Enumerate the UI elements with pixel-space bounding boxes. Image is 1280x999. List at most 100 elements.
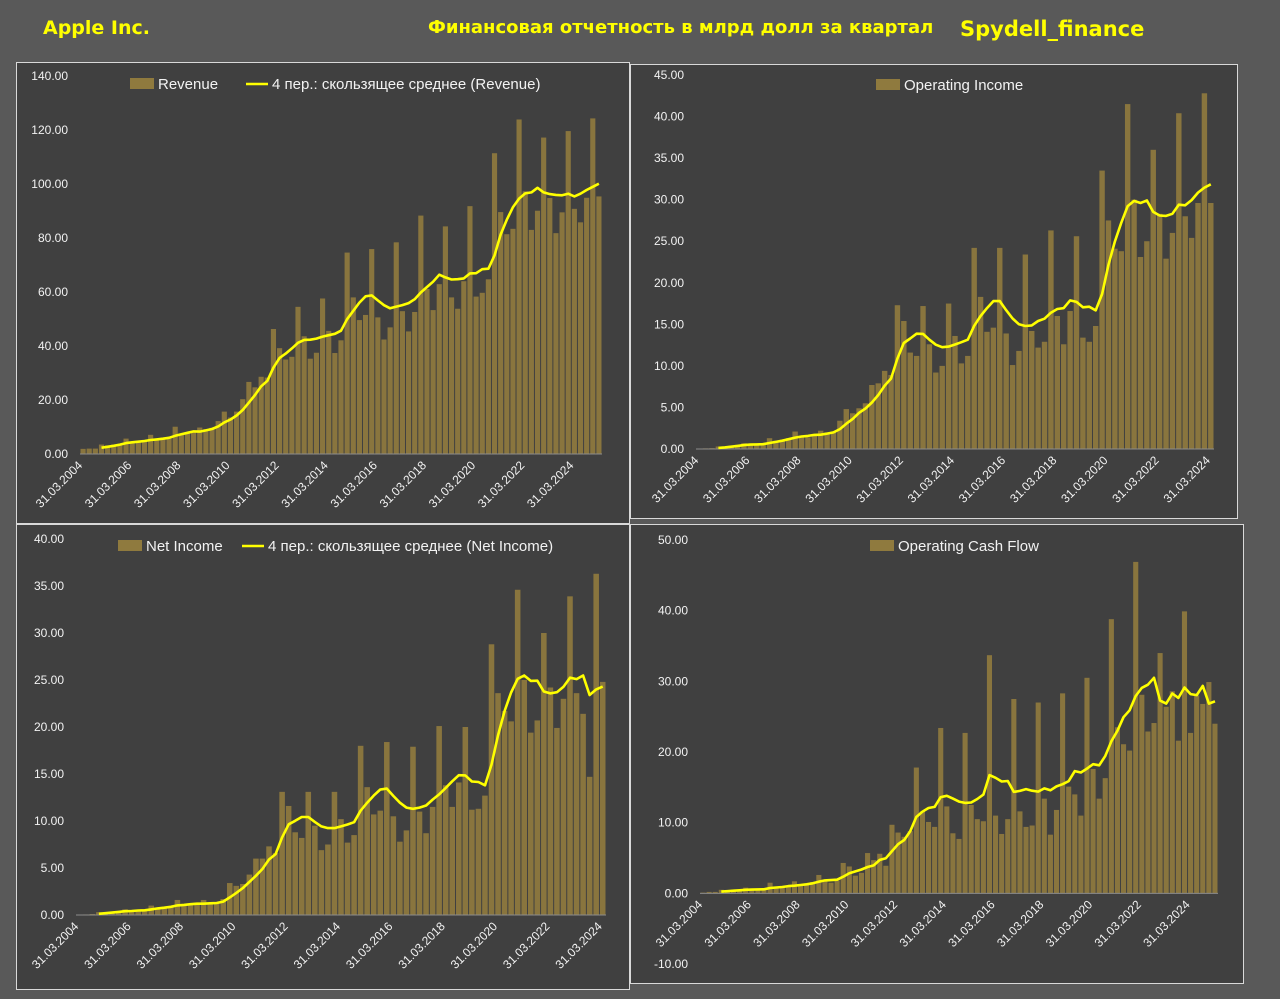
bar [560,698,567,915]
bar [161,907,168,915]
x-tick-label: 31.03.2012 [854,453,907,506]
y-tick-label: 10.00 [658,816,688,830]
bar [166,437,172,454]
bar [1092,325,1099,449]
report-title: Финансовая отчетность в млрд долл за ква… [428,17,934,38]
x-tick-label: 31.03.2016 [343,919,396,972]
bar [181,905,187,915]
bar [1022,254,1029,449]
bar [246,874,253,915]
bar [798,885,804,894]
bar [141,441,148,454]
bar [312,825,318,915]
bar [1145,731,1151,894]
bar [1195,202,1201,449]
bar [1112,248,1118,449]
bar [369,249,375,454]
x-tick-label: 31.03.2014 [291,919,344,972]
x-tick-label: 31.03.2008 [750,897,803,950]
x-tick-label: 31.03.2018 [994,897,1047,950]
bar [448,297,455,454]
bar [984,331,990,449]
bar [508,721,514,915]
bar [818,430,824,449]
legend-bar-swatch [118,540,142,551]
bar [534,720,541,915]
bar [325,844,331,915]
bar [971,247,977,449]
revenue-chart-panel: 0.00 20.00 40.00 60.00 80.00 100.00 120.00 140.… [16,62,630,524]
bar [913,767,919,894]
bar [473,296,479,454]
bar [791,881,798,894]
author-handle: Spydell_finance [960,17,1145,41]
bar [213,903,220,915]
bar [990,327,997,449]
y-tick-label: 0.00 [661,442,685,456]
bar [939,365,945,449]
y-tick-label: 5.00 [41,861,65,875]
bar [283,359,289,454]
bar [1086,341,1092,449]
legend-label: Operating Income [904,77,1023,94]
bar [80,448,86,454]
bar [805,437,811,449]
bar [1072,794,1078,894]
bar [461,281,467,454]
bar [1114,727,1120,894]
bar [135,442,141,454]
bar [387,327,393,454]
bar [1005,819,1011,894]
bar [220,899,226,915]
bar [1047,834,1053,894]
bar [362,314,369,454]
bar [571,208,577,454]
bar [381,339,387,454]
bar [980,821,986,894]
bar [495,693,501,915]
bar [925,821,932,894]
x-tick-label: 31.03.2008 [134,919,187,972]
bar [997,247,1003,449]
y-tick-label: 15.00 [34,767,64,781]
bar [430,310,436,454]
bar [926,344,933,449]
bar [993,815,999,894]
bar [449,806,456,915]
bar [1150,149,1156,450]
bar [313,352,320,454]
bar [501,711,508,915]
bar [326,330,332,454]
y-tick-label: 30.00 [658,674,688,688]
operating_cash_flow-svg: -10.00 0.00 10.00 20.00 30.00 40.00 50.00 31.03… [653,533,1218,971]
bar [706,891,712,894]
x-tick-label: 31.03.2010 [180,458,233,511]
legend-label: 4 пер.: скользящее среднее (Revenue) [272,76,540,93]
bar [399,311,405,454]
y-tick-label: 10.00 [654,359,684,373]
bar [178,433,184,454]
x-tick-label: 31.03.2022 [475,458,528,511]
y-tick-label: 40.00 [658,604,688,618]
bar [221,411,227,454]
bar [194,904,200,915]
bar [377,810,384,915]
bar [965,355,971,449]
bar [877,853,883,894]
x-tick-label: 31.03.2022 [500,919,553,972]
bar [773,440,779,449]
bar [1206,682,1212,894]
bar [266,846,272,915]
y-tick-label: 35.00 [34,579,64,593]
bar [747,444,754,449]
bar [285,805,292,915]
bar [318,850,325,915]
y-tick-label: 35.00 [654,151,684,165]
bar [852,875,858,894]
bar [442,785,449,915]
bar [1023,826,1029,894]
bar [462,727,469,915]
x-tick-label: 31.03.2004 [649,453,702,506]
bar [962,732,968,894]
bar [755,889,761,894]
